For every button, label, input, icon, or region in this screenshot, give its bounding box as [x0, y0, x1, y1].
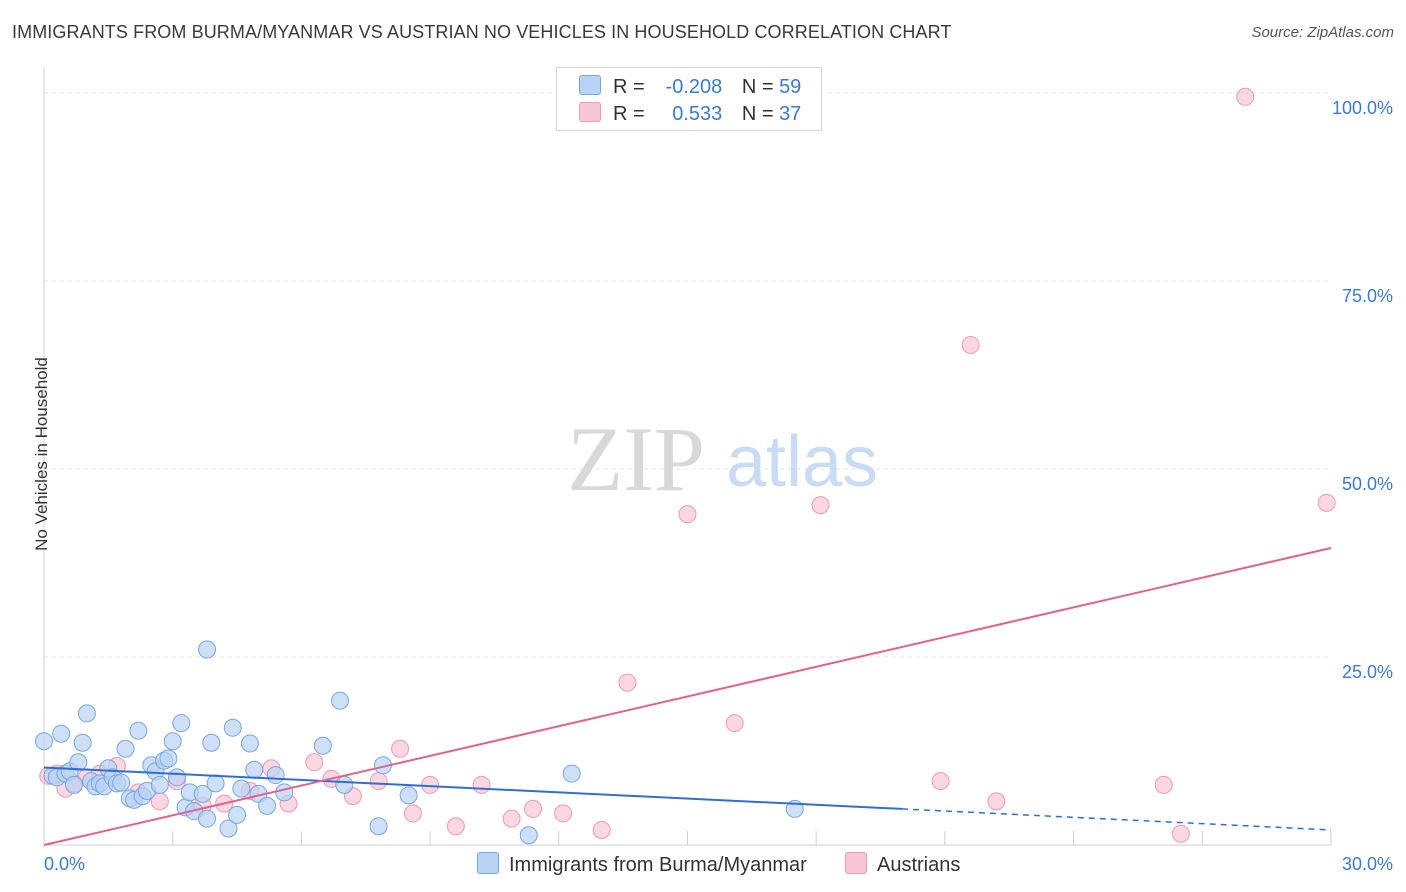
trend-line: [43, 766, 903, 810]
data-point: [223, 718, 242, 737]
data-point: [1171, 824, 1190, 843]
bottom-legend-burma[interactable]: Immigrants from Burma/Myanmar: [477, 852, 807, 877]
data-point: [446, 817, 465, 836]
data-point: [116, 739, 135, 758]
data-point: [112, 773, 131, 792]
data-point: [167, 768, 186, 787]
data-point: [198, 809, 217, 828]
trend-lines: [43, 547, 1332, 846]
trend-line: [43, 547, 1332, 846]
data-point: [313, 736, 332, 755]
data-point: [52, 724, 71, 743]
data-point: [258, 796, 277, 815]
burma-points: [35, 640, 804, 845]
data-point: [245, 760, 264, 779]
data-point: [335, 775, 354, 794]
data-point: [421, 775, 440, 794]
y-tick-label: 75.0%: [1342, 286, 1393, 306]
data-point: [219, 819, 238, 838]
y-tick-label: 100.0%: [1332, 98, 1393, 118]
legend-n-value-pink: 37: [779, 103, 802, 125]
data-point: [69, 753, 88, 772]
data-point: [232, 779, 251, 798]
data-point: [403, 804, 422, 823]
data-point: [159, 749, 178, 768]
data-point: [725, 714, 744, 733]
data-point: [1154, 775, 1173, 794]
data-point: [35, 732, 53, 751]
y-tick-label: 25.0%: [1342, 662, 1393, 682]
data-point: [202, 733, 221, 752]
data-point: [150, 775, 169, 794]
data-point: [193, 784, 212, 803]
data-point: [502, 809, 521, 828]
chart-title: IMMIGRANTS FROM BURMA/MYANMAR VS AUSTRIA…: [12, 22, 952, 42]
tick-labels: 25.0% 50.0% 75.0% 100.0% 0.0% 30.0%: [44, 98, 1393, 874]
data-point: [163, 732, 182, 751]
data-point: [198, 640, 217, 659]
data-point: [369, 817, 388, 836]
x-tick-label: 30.0%: [1342, 854, 1393, 874]
trend-line-extension: [901, 808, 1332, 831]
data-point: [331, 691, 350, 710]
data-point: [172, 714, 191, 733]
legend-swatch-blue: [579, 75, 601, 95]
data-point: [618, 673, 637, 692]
watermark: ZIP atlas: [567, 408, 878, 510]
bottom-legend-austrians[interactable]: Austrians: [845, 852, 960, 877]
legend-row-burma: R = -0.208 N = 59: [579, 75, 801, 99]
legend-r-value-blue: -0.208: [665, 76, 723, 98]
data-point: [275, 783, 294, 802]
data-point: [472, 775, 491, 794]
legend-row-austrians: R = 0.533 N = 37: [579, 102, 801, 126]
legend-n-value-blue: 59: [779, 76, 802, 98]
data-point: [931, 772, 950, 791]
data-point: [369, 772, 388, 791]
data-point: [1317, 493, 1336, 512]
y-axis-label: No Vehicles in Household: [32, 357, 51, 551]
data-point: [399, 786, 418, 805]
data-point: [524, 799, 543, 818]
data-point: [519, 826, 538, 845]
data-point: [266, 766, 285, 785]
data-point: [554, 804, 573, 823]
watermark-zip: ZIP: [567, 408, 705, 510]
correlation-legend: R = -0.208 N = 59 R = 0.533 N = 37: [556, 67, 822, 131]
data-point: [73, 733, 92, 752]
data-point: [77, 704, 96, 723]
grid-layer: [43, 68, 1332, 846]
data-point: [305, 753, 324, 772]
data-point: [129, 721, 148, 740]
data-point: [562, 764, 581, 783]
legend-r-value-pink: 0.533: [672, 103, 723, 125]
data-point: [228, 805, 247, 824]
x-tick-label: 0.0%: [44, 854, 85, 874]
source-label: Source: ZipAtlas.com: [1251, 24, 1394, 41]
legend-square-pink: [845, 852, 867, 874]
legend-square-blue: [477, 852, 499, 874]
data-point: [1236, 87, 1255, 106]
data-point: [811, 496, 830, 515]
data-point: [240, 734, 259, 753]
data-point: [391, 739, 410, 758]
data-point: [592, 820, 611, 839]
data-point: [678, 505, 697, 524]
y-tick-label: 50.0%: [1342, 474, 1393, 494]
data-point: [987, 792, 1006, 811]
data-point: [65, 775, 84, 794]
legend-swatch-pink: [579, 102, 601, 122]
data-point: [206, 774, 225, 793]
watermark-atlas: atlas: [726, 422, 878, 502]
data-point: [961, 335, 980, 354]
